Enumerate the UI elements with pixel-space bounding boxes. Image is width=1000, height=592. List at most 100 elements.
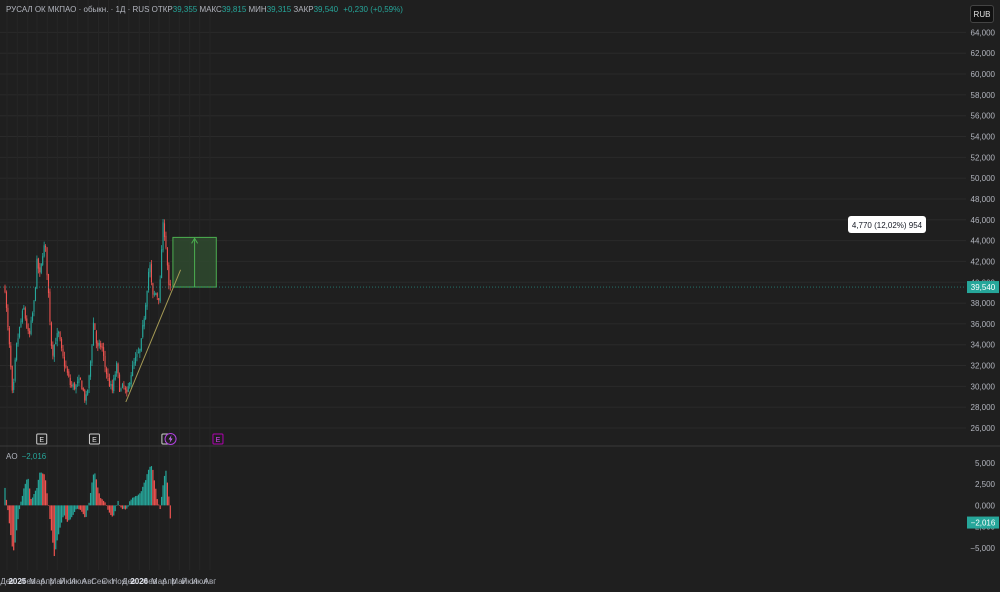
candle-body xyxy=(14,359,16,381)
ao-bar xyxy=(139,493,141,506)
ao-bar xyxy=(20,501,22,506)
candle-body xyxy=(107,373,109,377)
candle-body xyxy=(17,338,19,344)
x-tick-label: Июн xyxy=(60,577,76,586)
y-tick-label: 38,000 xyxy=(971,299,996,308)
ao-bar xyxy=(36,487,38,506)
x-tick-label: Окт xyxy=(102,577,116,586)
candle-body xyxy=(110,383,112,386)
y-tick-label: 54,000 xyxy=(971,133,996,142)
candle-body xyxy=(91,345,93,363)
candle-body xyxy=(166,248,168,266)
candle-body xyxy=(119,374,121,392)
y-tick-label: 32,000 xyxy=(971,362,996,371)
candle-body xyxy=(72,384,74,388)
candle-body xyxy=(24,308,26,319)
earnings-icon: E xyxy=(212,433,224,445)
ao-bar xyxy=(10,505,12,536)
currency-button[interactable]: RUB xyxy=(970,5,994,23)
ao-bar xyxy=(126,505,128,509)
candle-body xyxy=(56,333,58,342)
ao-value: −2,016 xyxy=(21,452,47,461)
candle-body xyxy=(152,283,154,295)
ao-bar xyxy=(40,472,42,506)
ao-bar xyxy=(33,494,35,506)
ao-bar xyxy=(13,505,15,551)
candle-body xyxy=(23,307,25,310)
candle-body xyxy=(16,343,18,361)
candle-body xyxy=(117,364,119,374)
change-value: +0,230 (+0,59%) xyxy=(343,5,403,14)
candle-body xyxy=(79,377,81,380)
candle-body xyxy=(158,298,160,300)
x-tick-label: Апр xyxy=(162,577,177,586)
x-tick-label: Май xyxy=(171,577,187,586)
candle-body xyxy=(81,380,83,390)
ao-bar xyxy=(30,498,32,506)
x-tick-label: Июн xyxy=(182,577,198,586)
ao-bar xyxy=(26,479,28,506)
earnings-icon-letter: E xyxy=(39,437,44,444)
ao-bar xyxy=(150,466,153,506)
candle-body xyxy=(39,267,41,273)
ao-bar xyxy=(72,505,74,515)
candle-body xyxy=(130,375,132,385)
ao-bar xyxy=(17,505,19,520)
earnings-icon-letter: E xyxy=(92,437,97,444)
candle-body xyxy=(169,283,171,286)
ao-bar xyxy=(81,505,83,512)
ao-bar xyxy=(71,505,73,518)
price-badge-text: 39,540 xyxy=(971,283,996,292)
candle-body xyxy=(113,378,115,392)
y-tick-label: 62,000 xyxy=(971,49,996,58)
candle-body xyxy=(103,347,105,356)
symbol-title: РУСАЛ ОК МКПАО · обыкн. · 1Д · RUS xyxy=(6,5,150,14)
ao-bar xyxy=(42,473,44,506)
candle-body xyxy=(114,374,116,380)
earnings-icon-frame xyxy=(88,433,100,445)
candle-body xyxy=(10,345,12,368)
candle-body xyxy=(105,368,108,375)
grid xyxy=(0,31,1000,447)
candle-body xyxy=(59,332,61,340)
ao-bar xyxy=(95,479,97,506)
candle-body xyxy=(98,343,100,346)
ao-bar xyxy=(78,505,80,510)
ao-bar xyxy=(108,505,111,513)
candle-body xyxy=(37,258,39,269)
ao-bar xyxy=(66,505,68,522)
y-tick-label: 28,000 xyxy=(971,403,996,412)
ao-bar xyxy=(143,482,145,506)
candle-body xyxy=(161,249,163,279)
candle-body xyxy=(45,246,47,248)
candle-body xyxy=(97,342,99,347)
axes: 64,000 62,000 60,000 58,000 56,000 54,000 52,0… xyxy=(0,28,999,586)
ao-bar xyxy=(161,496,163,506)
ao-bar xyxy=(7,505,9,511)
candle-body xyxy=(58,331,60,334)
candle-body xyxy=(65,365,67,368)
ao-legend: AO −2,016 xyxy=(6,452,46,461)
earnings-icon-frame xyxy=(36,433,48,445)
y-tick-label: 48,000 xyxy=(971,195,996,204)
ao-bar xyxy=(49,505,51,520)
candle-body xyxy=(124,387,126,390)
x-tick-label: Июл xyxy=(70,577,87,586)
ao-bar xyxy=(89,492,92,506)
candle-body xyxy=(120,388,122,391)
candle-body xyxy=(61,339,63,349)
ao-bar xyxy=(56,505,58,541)
ao-bar xyxy=(88,502,90,506)
candle-body xyxy=(149,265,151,273)
candle-body xyxy=(88,375,90,389)
ao-bar xyxy=(62,505,64,518)
ao-bar xyxy=(153,480,155,506)
candle-body xyxy=(7,307,9,328)
ao-bar xyxy=(105,505,108,506)
ao-bar xyxy=(60,505,63,523)
ao-tick-label: 5,000 xyxy=(975,459,996,468)
ao-bar xyxy=(163,475,166,506)
candle-body xyxy=(85,394,87,401)
ao-bar xyxy=(14,505,16,543)
